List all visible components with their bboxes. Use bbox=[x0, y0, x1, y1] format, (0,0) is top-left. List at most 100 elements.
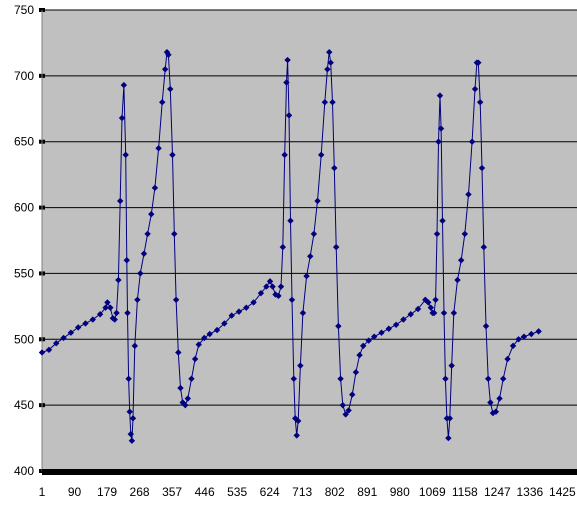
data-point bbox=[195, 341, 202, 348]
data-point bbox=[182, 401, 189, 409]
x-tick-label: 90 bbox=[68, 485, 82, 499]
data-point bbox=[430, 309, 438, 317]
data-point bbox=[137, 270, 144, 277]
data-point bbox=[159, 99, 166, 106]
data-point bbox=[290, 375, 297, 382]
data-point bbox=[468, 138, 476, 145]
data-point bbox=[365, 337, 372, 344]
data-point bbox=[392, 321, 400, 328]
data-point bbox=[283, 79, 290, 86]
data-point bbox=[266, 278, 274, 285]
data-point bbox=[345, 407, 352, 414]
data-point bbox=[487, 399, 494, 406]
data-point bbox=[339, 401, 346, 409]
data-point bbox=[450, 309, 458, 317]
x-tick-label: 1069 bbox=[419, 485, 446, 499]
data-point bbox=[206, 330, 213, 338]
data-point bbox=[482, 322, 490, 330]
data-point bbox=[243, 304, 250, 311]
data-point bbox=[407, 311, 414, 318]
data-point bbox=[448, 362, 455, 369]
data-point bbox=[284, 56, 291, 64]
x-tick-label: 713 bbox=[292, 485, 312, 499]
data-point bbox=[175, 349, 182, 356]
data-point bbox=[96, 311, 104, 318]
data-point bbox=[285, 112, 293, 119]
y-tick-label: 550 bbox=[14, 266, 34, 280]
data-point bbox=[102, 304, 109, 311]
data-point bbox=[299, 309, 307, 317]
data-point bbox=[475, 59, 482, 66]
data-point bbox=[528, 330, 535, 338]
data-point bbox=[134, 296, 141, 303]
y-tick-label: 500 bbox=[14, 332, 34, 346]
data-point bbox=[356, 351, 363, 359]
data-point bbox=[437, 125, 445, 132]
data-point bbox=[331, 164, 338, 172]
data-point bbox=[151, 184, 159, 192]
y-tick-label: 700 bbox=[14, 69, 34, 83]
data-point bbox=[257, 289, 265, 297]
data-point bbox=[445, 434, 452, 442]
data-point bbox=[287, 217, 294, 224]
data-point bbox=[435, 138, 442, 145]
series-group bbox=[38, 48, 542, 444]
data-point bbox=[165, 51, 172, 58]
data-point bbox=[171, 230, 178, 238]
data-point bbox=[457, 257, 465, 264]
data-point bbox=[385, 325, 392, 332]
data-point bbox=[342, 411, 349, 418]
data-point bbox=[478, 164, 486, 172]
y-tick-label: 650 bbox=[14, 135, 34, 149]
data-point bbox=[327, 59, 334, 66]
data-point bbox=[288, 296, 296, 303]
data-point bbox=[446, 415, 454, 422]
data-point bbox=[184, 395, 192, 402]
data-point bbox=[335, 322, 342, 330]
data-point bbox=[263, 283, 270, 290]
data-point bbox=[294, 417, 302, 425]
data-point bbox=[188, 375, 195, 382]
x-tick-label: 802 bbox=[325, 485, 345, 499]
data-point bbox=[125, 375, 132, 382]
data-point bbox=[140, 250, 148, 257]
data-point bbox=[275, 292, 282, 300]
data-point bbox=[115, 276, 122, 284]
x-tick-label: 1247 bbox=[484, 485, 511, 499]
data-point bbox=[461, 230, 469, 238]
data-point bbox=[496, 395, 503, 402]
x-tick-label: 1425 bbox=[549, 485, 576, 499]
data-point bbox=[74, 324, 82, 331]
data-point bbox=[155, 145, 162, 152]
data-point bbox=[118, 114, 126, 122]
data-point bbox=[427, 304, 435, 311]
data-point bbox=[414, 305, 422, 313]
data-point bbox=[144, 230, 151, 238]
gridlines bbox=[42, 9, 577, 406]
data-point bbox=[82, 320, 89, 327]
data-point bbox=[476, 99, 484, 106]
data-point bbox=[250, 299, 257, 306]
data-point bbox=[329, 99, 336, 106]
data-point bbox=[332, 243, 340, 251]
data-point bbox=[439, 217, 446, 224]
data-point bbox=[352, 369, 360, 376]
data-point bbox=[349, 391, 356, 398]
data-point bbox=[172, 296, 180, 303]
x-tick-label: 1336 bbox=[517, 485, 544, 499]
data-point bbox=[167, 85, 174, 93]
data-point bbox=[117, 197, 124, 205]
data-point bbox=[279, 243, 287, 251]
y-tick-label: 400 bbox=[14, 464, 34, 478]
data-point bbox=[515, 336, 522, 343]
data-point bbox=[122, 151, 129, 159]
data-point bbox=[123, 257, 130, 264]
data-point bbox=[432, 296, 439, 303]
data-point bbox=[378, 329, 385, 336]
data-point bbox=[148, 210, 155, 218]
data-point bbox=[326, 48, 333, 56]
data-point bbox=[161, 66, 169, 73]
data-point bbox=[281, 151, 288, 159]
data-point bbox=[436, 92, 444, 99]
